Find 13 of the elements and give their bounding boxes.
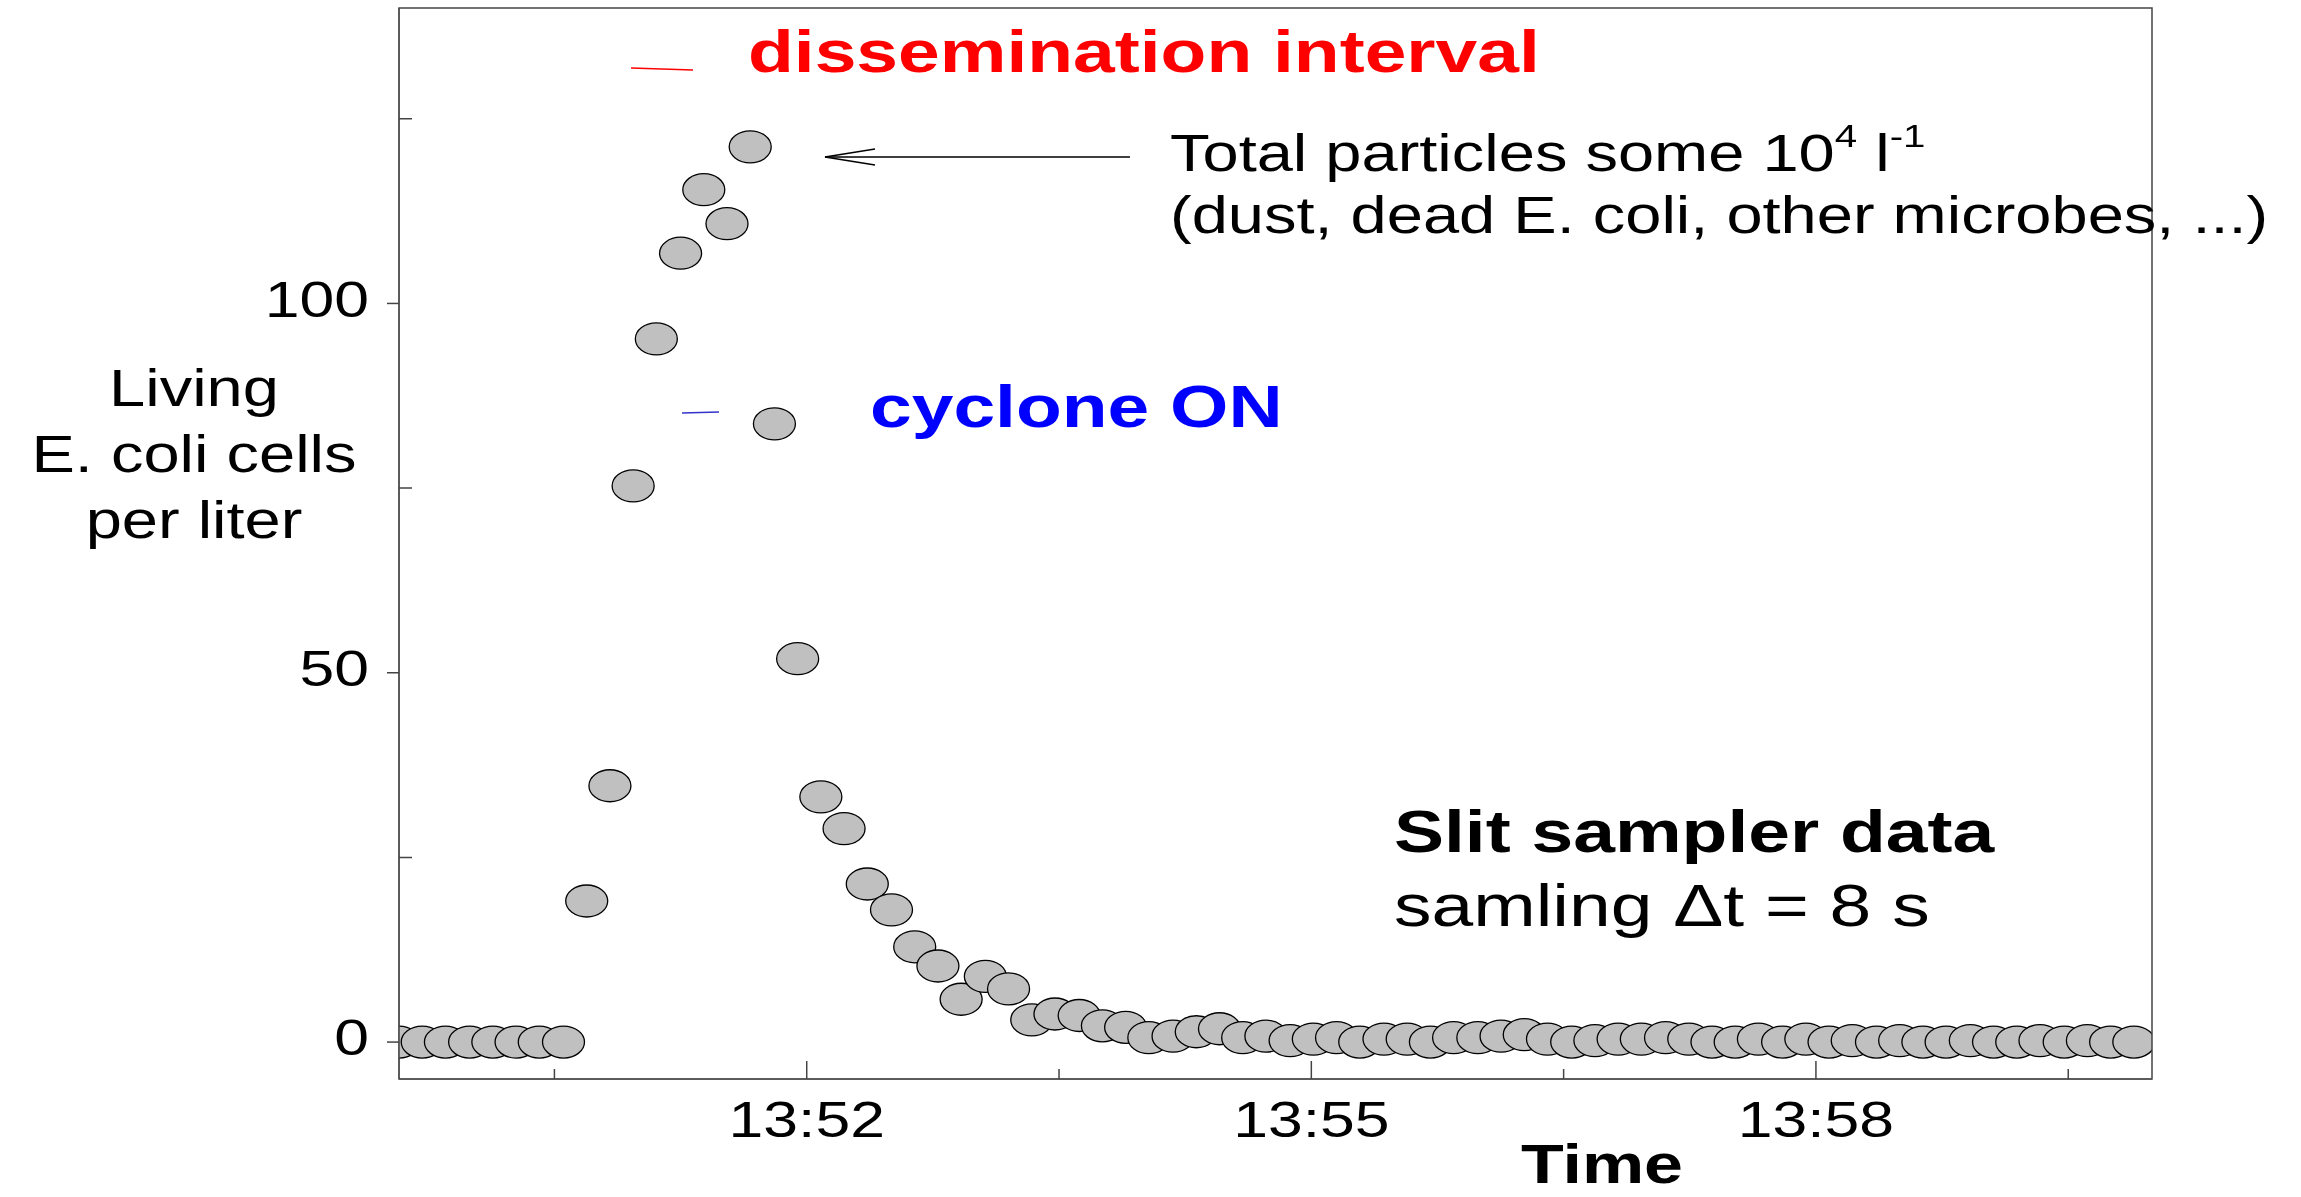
x-axis-title: Time	[1520, 1132, 1684, 1195]
annotation: dissemination interval	[748, 17, 1540, 85]
x-tick-label: 13:55	[1233, 1091, 1390, 1148]
x-tick-label: 13:58	[1737, 1091, 1895, 1148]
annotation: Total particles some 10$^{4}$ l$^{-1}$	[1170, 118, 1926, 182]
y-axis-title: Living E. coli cells per liter	[31, 358, 357, 549]
annotation: Slit sampler data	[1394, 797, 1996, 865]
annotation: cyclone ON	[870, 372, 1283, 440]
x-tick-label: 13:52	[728, 1091, 885, 1148]
y-tick-label: 50	[299, 640, 369, 697]
y-tick-label: 0	[334, 1010, 369, 1066]
annotation: samling Δt = 8 s	[1394, 871, 1930, 939]
y-tick-label: 100	[264, 271, 369, 328]
